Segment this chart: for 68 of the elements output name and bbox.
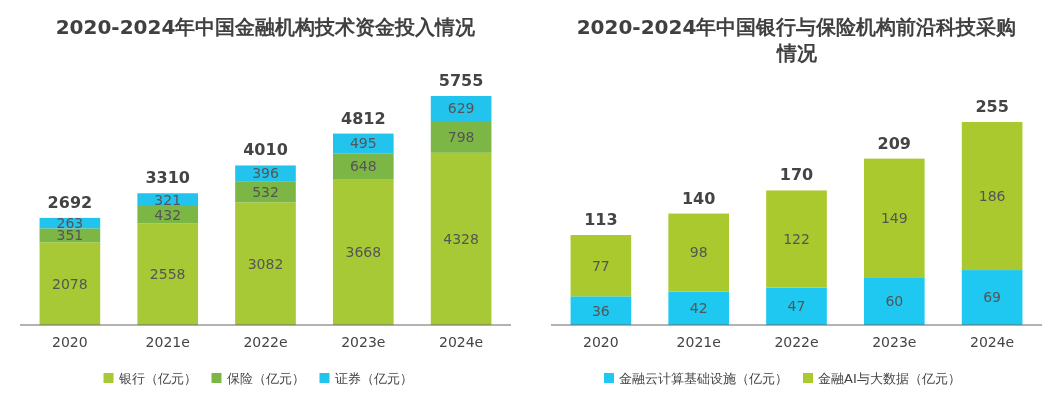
data-label: 648 — [349, 158, 377, 175]
bar — [766, 190, 827, 288]
x-tick-label: 2023e — [341, 334, 386, 350]
data-label: 396 — [252, 165, 279, 182]
bar — [961, 122, 1023, 271]
data-label: 47 — [787, 298, 806, 315]
data-label: 69 — [983, 289, 1002, 306]
x-tick-label: 2020 — [52, 334, 88, 350]
legend-label: 金融AI与大数据（亿元） — [818, 370, 961, 386]
data-label: 2078 — [52, 275, 88, 292]
data-label: 3668 — [345, 243, 382, 260]
bar — [235, 202, 296, 325]
data-label: 798 — [447, 128, 475, 145]
bar — [668, 213, 730, 292]
data-label: 122 — [783, 230, 810, 247]
data-label: 36 — [591, 302, 610, 319]
data-label: 432 — [154, 206, 182, 223]
bar — [668, 291, 730, 325]
data-label: 77 — [591, 257, 610, 274]
x-tick-label: 2024e — [969, 334, 1015, 350]
bar — [766, 287, 827, 325]
bar — [863, 277, 925, 325]
x-tick-label: 2022e — [243, 334, 288, 350]
bar — [430, 152, 492, 325]
data-label: 4328 — [443, 230, 479, 247]
bar — [961, 270, 1023, 325]
x-tick-label: 2021e — [145, 334, 190, 350]
total-label: 4010 — [243, 140, 288, 160]
total-label: 140 — [681, 188, 716, 208]
chart-title: 2020-2024年中国银行与保险机构前沿科技采购情况 — [576, 15, 1017, 65]
x-tick-label: 2020 — [583, 334, 619, 350]
legend-label: 银行（亿元） — [117, 370, 197, 386]
bar — [430, 121, 492, 153]
data-label: 495 — [349, 135, 377, 152]
bar — [570, 235, 632, 297]
x-tick-label: 2024e — [438, 334, 484, 350]
total-label: 113 — [584, 210, 618, 230]
data-label: 2558 — [149, 266, 186, 283]
total-label: 4812 — [341, 108, 386, 128]
x-tick-label: 2023e — [872, 334, 917, 350]
total-label: 2692 — [47, 192, 93, 212]
data-label: 98 — [689, 244, 708, 261]
data-label: 351 — [56, 227, 84, 244]
data-label: 629 — [447, 100, 475, 117]
total-label: 170 — [779, 165, 814, 185]
data-label: 3082 — [247, 255, 284, 272]
data-label: 321 — [154, 191, 182, 208]
total-label: 5755 — [438, 71, 484, 90]
total-label: 209 — [877, 133, 912, 153]
data-label: 42 — [689, 300, 708, 317]
bar — [863, 158, 925, 278]
total-label: 3310 — [145, 168, 190, 188]
data-label: 149 — [880, 209, 908, 226]
data-label: 532 — [252, 183, 279, 200]
x-tick-label: 2022e — [774, 334, 819, 350]
bar — [570, 296, 632, 325]
legend-label: 证券（亿元） — [334, 370, 413, 386]
bar — [39, 242, 101, 325]
legend-label: 金融云计算基础设施（亿元） — [619, 370, 788, 386]
legend-label: 保险（亿元） — [226, 370, 305, 386]
chart-title: 2020-2024年中国金融机构技术资金投入情况 — [55, 15, 477, 39]
bar — [332, 179, 394, 325]
data-label: 60 — [885, 293, 904, 310]
x-tick-label: 2021e — [676, 334, 721, 350]
total-label: 255 — [975, 97, 1009, 116]
bar — [137, 223, 199, 325]
bar — [332, 153, 394, 180]
data-label: 186 — [978, 187, 1006, 204]
